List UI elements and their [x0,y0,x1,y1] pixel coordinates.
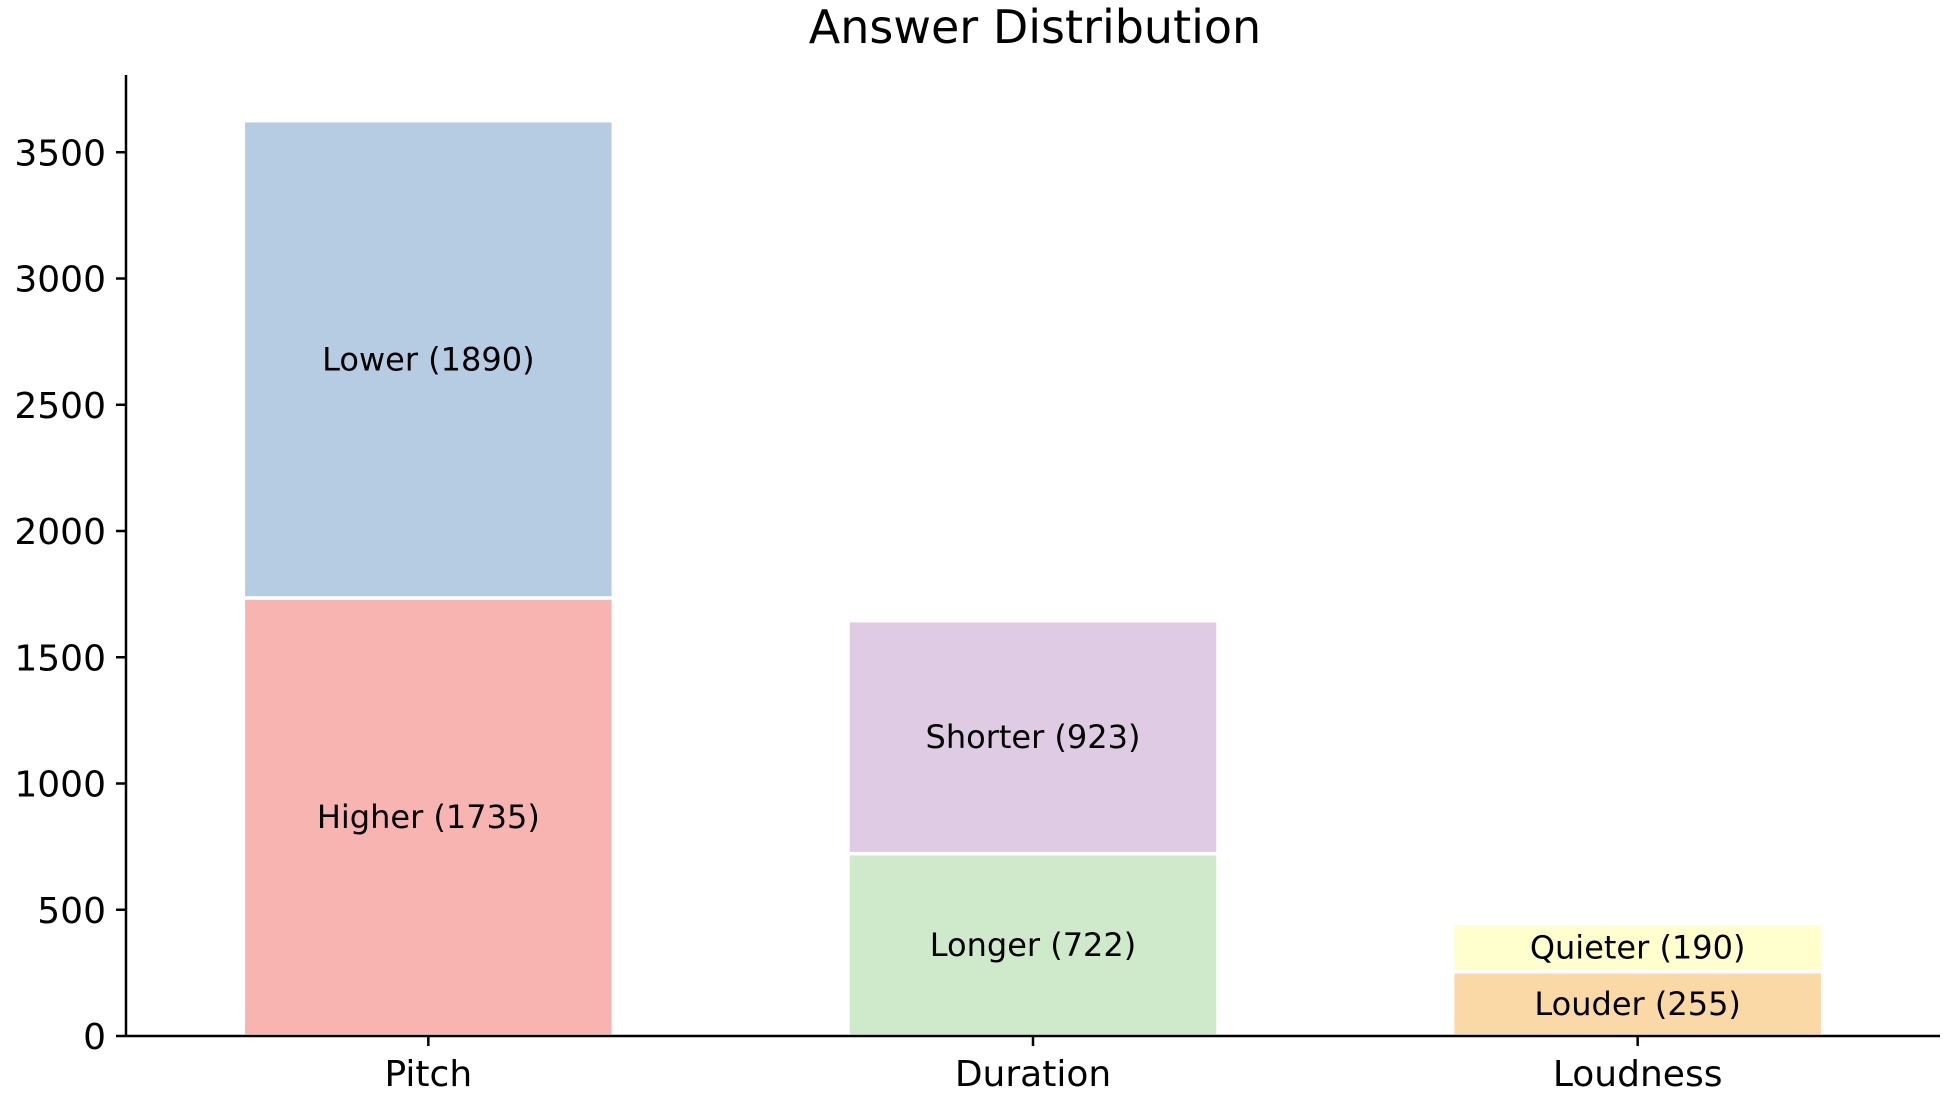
y-tick-label: 1000 [14,765,106,806]
x-tick-label: Loudness [1553,1054,1723,1095]
bars-group: Higher (1735) Lower (1890) Longer (722) Sho… [241,118,1825,1038]
chart-title: Answer Distribution [809,0,1261,54]
bar-segment [1450,921,1825,974]
bar-segment-label: Higher (1735) [317,798,540,836]
y-tick-label: 1500 [14,638,106,679]
bar-segment [846,618,1220,856]
bar-segment-label: Shorter (923) [926,718,1141,756]
y-tick-label: 0 [83,1017,106,1058]
x-tick-label: Duration [955,1054,1111,1095]
bar-segment-label: Lower (1890) [322,340,534,378]
x-axis: Pitch Duration Loudness [126,1034,1940,1095]
bar-segment [241,118,616,600]
bar-segment-label: Louder (255) [1534,985,1741,1023]
y-tick-label: 2500 [14,386,106,427]
y-tick-label: 3500 [14,133,106,174]
x-tick-label: Pitch [385,1054,473,1095]
y-tick-label: 2000 [14,512,106,553]
bar-segment-label: Quieter (190) [1530,929,1746,967]
y-tick-label: 500 [37,891,106,932]
y-tick-label: 3000 [14,260,106,301]
y-axis: 0 500 1000 1500 2000 2500 3000 3500 [14,75,128,1058]
bar-segment [241,596,616,1038]
bar-segment-label: Longer (722) [930,926,1137,964]
